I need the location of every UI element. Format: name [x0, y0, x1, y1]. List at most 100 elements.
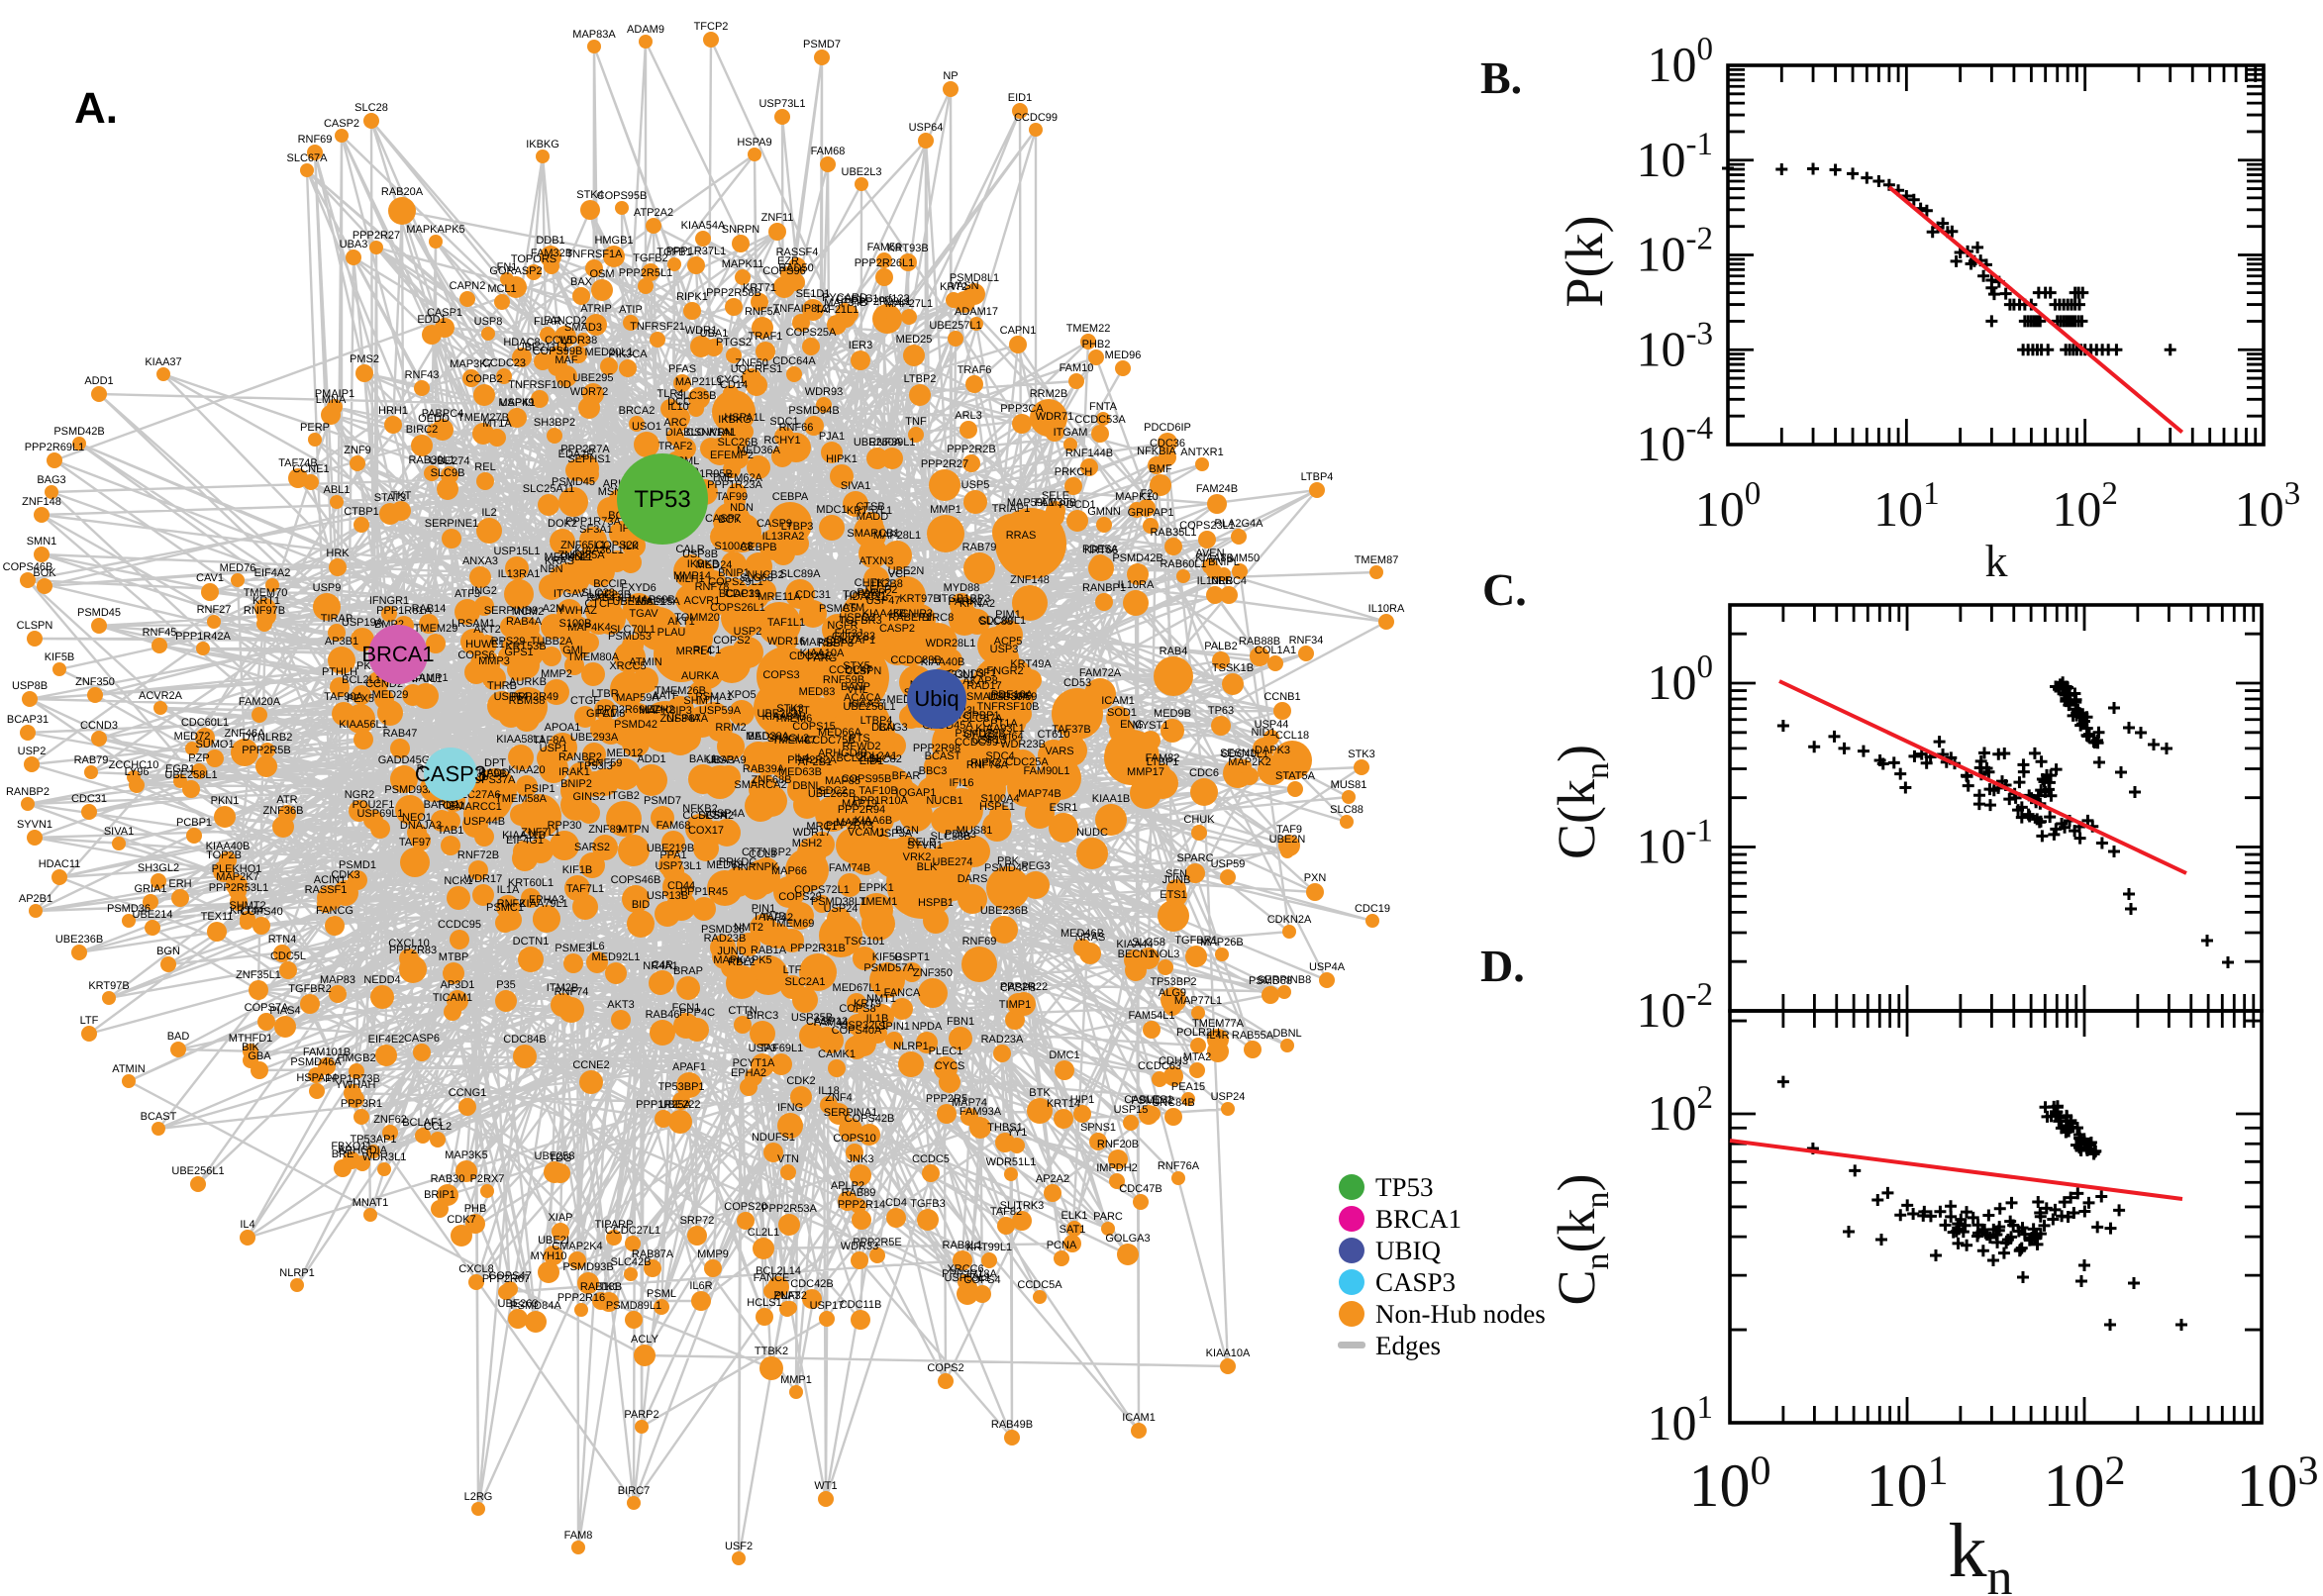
svg-text:TAF82: TAF82 [990, 1206, 1022, 1218]
svg-text:S100A4: S100A4 [980, 793, 1019, 805]
svg-text:COPS40A: COPS40A [832, 1025, 882, 1037]
svg-text:TAF42: TAF42 [761, 912, 793, 924]
svg-text:VTN: VTN [777, 1153, 799, 1165]
svg-text:THRB: THRB [487, 680, 517, 692]
svg-text:PLEKHO1: PLEKHO1 [212, 863, 262, 875]
svg-text:SLITRK3: SLITRK3 [1000, 1200, 1045, 1212]
svg-text:RBBP8: RBBP8 [818, 638, 854, 649]
svg-text:USP8B: USP8B [682, 549, 718, 560]
svg-text:ADD1: ADD1 [637, 753, 665, 765]
svg-text:RANBP1: RANBP1 [1082, 582, 1126, 594]
svg-text:MED76: MED76 [220, 562, 256, 574]
svg-text:ARHGDIB: ARHGDIB [818, 748, 867, 759]
svg-text:MAP34B: MAP34B [824, 297, 866, 309]
svg-text:MAP46: MAP46 [836, 817, 871, 829]
svg-text:TGFB1: TGFB1 [656, 247, 691, 258]
svg-text:USF2: USF2 [725, 1541, 753, 1552]
svg-text:MAP15A: MAP15A [637, 596, 680, 608]
svg-text:PSIP1: PSIP1 [524, 783, 555, 795]
svg-text:RCHY1: RCHY1 [763, 435, 800, 447]
svg-text:BCAST: BCAST [925, 750, 961, 762]
svg-text:ING2: ING2 [471, 585, 497, 597]
svg-text:FAM32B: FAM32B [531, 248, 572, 259]
svg-text:RAB88B: RAB88B [1239, 636, 1280, 648]
svg-text:NEDD4: NEDD4 [363, 974, 400, 986]
svg-text:USP32L1: USP32L1 [840, 1020, 886, 1032]
svg-text:UBE265B: UBE265B [808, 788, 856, 800]
svg-text:TGAV: TGAV [629, 608, 658, 620]
svg-text:BIRC3: BIRC3 [747, 1010, 778, 1022]
svg-text:HIPK1: HIPK1 [826, 453, 858, 465]
svg-text:TGFB2: TGFB2 [633, 252, 667, 264]
svg-text:IL18: IL18 [818, 1085, 839, 1097]
svg-text:TOP2A: TOP2A [843, 589, 879, 601]
svg-text:PSMD22B: PSMD22B [955, 728, 1005, 740]
svg-text:OSM: OSM [589, 268, 614, 280]
svg-text:MAP83: MAP83 [320, 974, 355, 986]
svg-text:RAD50: RAD50 [778, 262, 813, 274]
svg-text:AURKA: AURKA [681, 670, 720, 682]
svg-text:MED9B: MED9B [1154, 708, 1191, 720]
svg-text:GSPT1: GSPT1 [894, 951, 930, 963]
svg-text:BIRC7: BIRC7 [618, 1485, 650, 1497]
svg-text:MMP1: MMP1 [930, 504, 961, 516]
svg-text:USP2: USP2 [18, 746, 47, 757]
svg-text:COPS29L1: COPS29L1 [708, 576, 763, 588]
svg-text:TDG: TDG [549, 1152, 571, 1164]
svg-text:ZNF350: ZNF350 [75, 676, 115, 688]
svg-text:PSMD36: PSMD36 [107, 903, 151, 915]
svg-text:IL2: IL2 [481, 507, 496, 519]
svg-text:PRKCH: PRKCH [1055, 466, 1093, 478]
svg-text:CASP8: CASP8 [1000, 982, 1036, 994]
svg-text:TFCP2: TFCP2 [694, 21, 729, 33]
svg-text:SLC89A: SLC89A [780, 568, 822, 580]
svg-text:DOK2: DOK2 [548, 518, 577, 530]
svg-text:USP8B: USP8B [12, 680, 48, 692]
svg-text:SMARCC1: SMARCC1 [449, 801, 502, 813]
svg-text:CD4: CD4 [885, 1197, 907, 1209]
svg-text:TIMM50: TIMM50 [1220, 552, 1260, 564]
svg-text:PSMD84A: PSMD84A [510, 1300, 561, 1312]
svg-text:PPP2R58B: PPP2R58B [706, 287, 761, 299]
svg-text:PTGS2: PTGS2 [716, 337, 752, 349]
svg-text:NMT2: NMT2 [734, 922, 763, 934]
svg-text:HMGB1: HMGB1 [594, 235, 633, 247]
svg-text:SLC28: SLC28 [354, 102, 388, 114]
svg-text:MAP4K4: MAP4K4 [567, 622, 610, 634]
svg-text:COPB2: COPB2 [465, 373, 502, 385]
svg-text:FAM101B: FAM101B [303, 1047, 351, 1058]
svg-text:PBK: PBK [997, 855, 1020, 867]
svg-text:ACVR2A: ACVR2A [139, 690, 183, 702]
svg-text:RAB20A: RAB20A [381, 186, 424, 198]
svg-text:TAF99: TAF99 [716, 491, 748, 503]
svg-text:USP3: USP3 [749, 1043, 777, 1054]
svg-text:TP63: TP63 [1208, 705, 1234, 717]
svg-text:FAM30B: FAM30B [1035, 497, 1076, 509]
svg-text:BNIP1: BNIP1 [718, 567, 750, 579]
svg-text:PPP2R2B: PPP2R2B [947, 444, 996, 455]
svg-text:MTBP: MTBP [439, 951, 469, 963]
svg-text:PHB2: PHB2 [1082, 339, 1111, 350]
svg-text:KIAA86: KIAA86 [1195, 552, 1232, 564]
svg-text:STX5: STX5 [843, 660, 870, 672]
svg-text:BCL2L1: BCL2L1 [342, 674, 381, 686]
svg-text:CCNE1: CCNE1 [292, 463, 329, 475]
svg-text:USP73L1: USP73L1 [655, 860, 701, 872]
svg-text:USP2: USP2 [734, 626, 762, 638]
svg-text:EDA2R: EDA2R [558, 449, 595, 460]
svg-text:IMPDH2: IMPDH2 [1096, 1162, 1138, 1174]
svg-text:TAF8A: TAF8A [533, 735, 566, 747]
svg-text:CAPN1: CAPN1 [1000, 325, 1037, 337]
svg-text:RTN4: RTN4 [268, 934, 297, 946]
svg-text:KRT97B: KRT97B [88, 980, 129, 992]
svg-text:TP53: TP53 [1375, 1172, 1434, 1202]
svg-text:CDC36: CDC36 [1150, 438, 1185, 449]
svg-text:TEX11: TEX11 [201, 911, 234, 923]
svg-text:BOK: BOK [33, 567, 56, 579]
svg-text:CASP12: CASP12 [806, 1016, 848, 1028]
svg-text:PPP1R25A: PPP1R25A [636, 1099, 691, 1111]
svg-text:PLAT: PLAT [774, 1290, 801, 1302]
svg-text:ATR: ATR [276, 794, 297, 806]
svg-text:EFEMP2: EFEMP2 [710, 449, 754, 461]
svg-text:RNF39L1: RNF39L1 [868, 437, 915, 449]
